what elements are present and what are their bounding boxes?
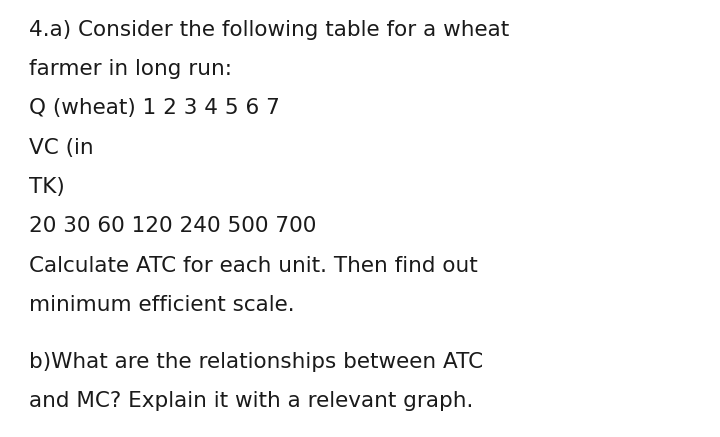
Text: Calculate ATC for each unit. Then find out: Calculate ATC for each unit. Then find o… — [29, 256, 477, 276]
Text: minimum efficient scale.: minimum efficient scale. — [29, 295, 294, 315]
Text: VC (in: VC (in — [29, 138, 94, 158]
Text: and MC? Explain it with a relevant graph.: and MC? Explain it with a relevant graph… — [29, 391, 473, 411]
Text: 20 30 60 120 240 500 700: 20 30 60 120 240 500 700 — [29, 216, 316, 236]
Text: b)What are the relationships between ATC: b)What are the relationships between ATC — [29, 352, 483, 372]
Text: farmer in long run:: farmer in long run: — [29, 59, 232, 79]
Text: 4.a) Consider the following table for a wheat: 4.a) Consider the following table for a … — [29, 20, 509, 40]
Text: TK): TK) — [29, 177, 65, 197]
Text: Q (wheat) 1 2 3 4 5 6 7: Q (wheat) 1 2 3 4 5 6 7 — [29, 98, 279, 118]
